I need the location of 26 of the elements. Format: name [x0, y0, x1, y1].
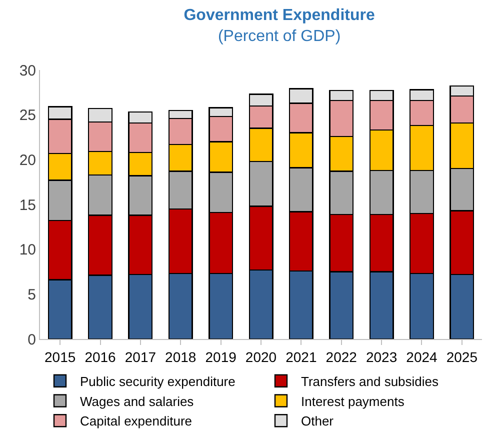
legend-label: Transfers and subsidies: [301, 374, 440, 389]
x-tick-label: 2015: [44, 348, 76, 365]
y-tick-label: 5: [28, 286, 36, 304]
x-tick-label: 2021: [286, 348, 317, 365]
legend-label: Other: [301, 414, 334, 429]
y-tick-label: 20: [19, 152, 36, 169]
x-tick-label: 2017: [124, 348, 156, 365]
y-tick-label: 25: [19, 107, 36, 124]
x-tick-label: 2020: [245, 348, 277, 365]
legend-label: Interest payments: [301, 394, 405, 409]
legend-label: Capital expenditure: [80, 414, 192, 429]
chart-title: Government Expenditure: [184, 6, 375, 24]
x-tick-label: 2023: [366, 348, 398, 365]
y-tick-label: 10: [19, 242, 36, 259]
x-tick-label: 2019: [205, 348, 237, 365]
x-tick-label: 2024: [406, 348, 438, 365]
y-tick-label: 15: [19, 196, 36, 214]
x-tick-label: 2018: [165, 348, 196, 365]
x-tick-label: 2016: [84, 348, 116, 365]
legend-label: Public security expenditure: [80, 374, 236, 389]
y-tick-label: 30: [19, 62, 36, 80]
chart-subtitle: (Percent of GDP): [218, 28, 341, 45]
x-tick-label: 2022: [326, 348, 358, 365]
x-tick-label: 2025: [446, 348, 478, 365]
legend-label: Wages and salaries: [80, 394, 194, 409]
y-tick-label: 0: [28, 331, 36, 348]
